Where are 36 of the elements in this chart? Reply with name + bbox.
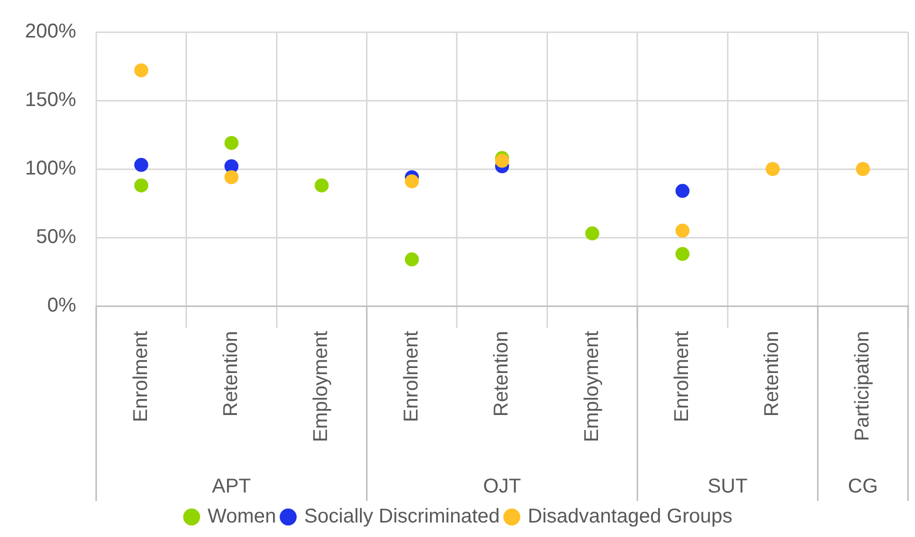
y-tick-label: 0% (47, 294, 76, 317)
x-tick-label: Enrolment (400, 330, 422, 422)
x-tick-label: Employment (580, 330, 603, 442)
point (675, 224, 690, 238)
text: OJT (483, 476, 521, 498)
legend-label: Women (208, 506, 276, 528)
point (314, 178, 329, 192)
legend-label: Socially Discriminated (304, 506, 500, 528)
x-tick-label: Enrolment (671, 330, 693, 422)
point (495, 154, 510, 168)
x-tick-label: Retention (490, 331, 513, 417)
y-tick-label: 50% (36, 226, 76, 248)
point (404, 252, 419, 266)
text: CG (848, 476, 878, 498)
x-tick-label: Employment (310, 330, 332, 442)
x-tick-label: Participation (851, 331, 874, 442)
point (224, 136, 238, 150)
x-tick-label: Retention (220, 331, 242, 417)
point (675, 184, 690, 198)
x-tick-label: Enrolment (130, 330, 152, 422)
legend-label: Disadvantaged Groups (528, 506, 732, 528)
point (585, 226, 600, 240)
y-tick-label: 100% (24, 158, 76, 180)
point (404, 174, 419, 188)
point (224, 170, 238, 184)
point (675, 246, 690, 261)
point (134, 63, 148, 78)
point (766, 162, 780, 176)
point (134, 158, 148, 172)
text: SUT (708, 476, 748, 498)
y-tick-label: 150% (24, 89, 76, 112)
y-tick-label: 200% (24, 20, 76, 43)
x-tick-label: Retention (761, 331, 784, 417)
point (134, 178, 148, 192)
point (856, 162, 870, 176)
text: APT (212, 476, 251, 498)
